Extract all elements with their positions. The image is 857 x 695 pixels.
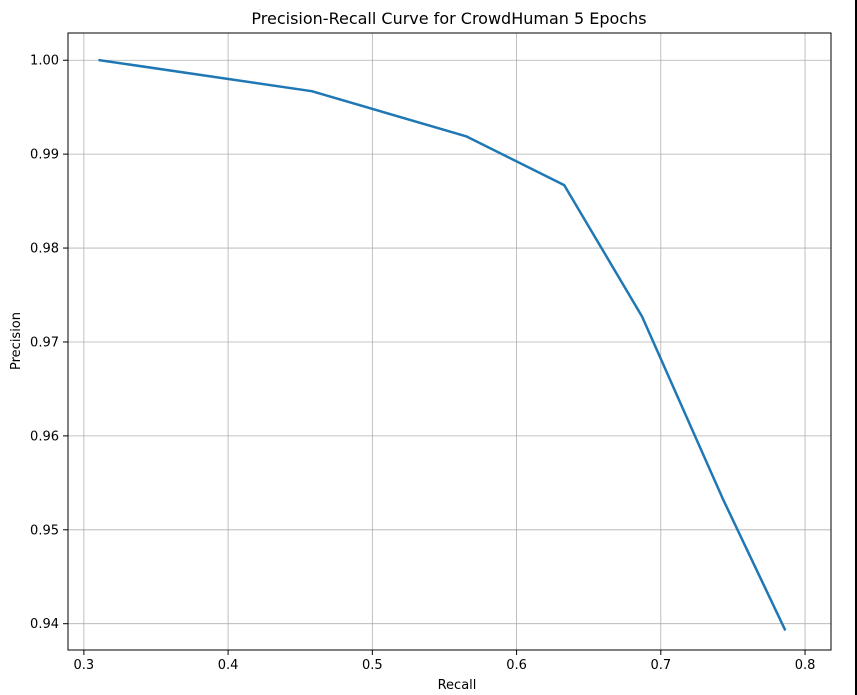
y-axis-label: Precision — [9, 312, 24, 370]
x-tick-label: 0.5 — [362, 658, 383, 673]
y-tick-label: 0.95 — [30, 523, 59, 538]
y-tick-label: 0.99 — [30, 148, 59, 163]
y-tick-label: 0.94 — [30, 617, 59, 632]
x-tick-label: 0.7 — [650, 658, 671, 673]
plot-area — [68, 33, 831, 650]
x-tick-label: 0.3 — [74, 658, 95, 673]
y-axis-ticks: 0.94 0.95 0.96 0.97 0.98 0.99 1.00 — [30, 54, 68, 632]
chart-title: Precision-Recall Curve for CrowdHuman 5 … — [251, 9, 646, 28]
y-tick-label: 0.97 — [30, 335, 59, 350]
window-edge — [855, 0, 857, 695]
x-axis-label: Recall — [438, 678, 477, 693]
x-tick-label: 0.6 — [506, 658, 527, 673]
y-tick-label: 0.96 — [30, 429, 59, 444]
x-tick-label: 0.8 — [795, 658, 816, 673]
y-tick-label: 0.98 — [30, 242, 59, 257]
y-tick-label: 1.00 — [30, 54, 59, 69]
grid — [68, 33, 831, 650]
series-line — [98, 58, 787, 631]
x-axis-ticks: 0.3 0.4 0.5 0.6 0.7 0.8 — [74, 650, 816, 673]
series-layer — [98, 58, 787, 631]
x-tick-label: 0.4 — [218, 658, 239, 673]
